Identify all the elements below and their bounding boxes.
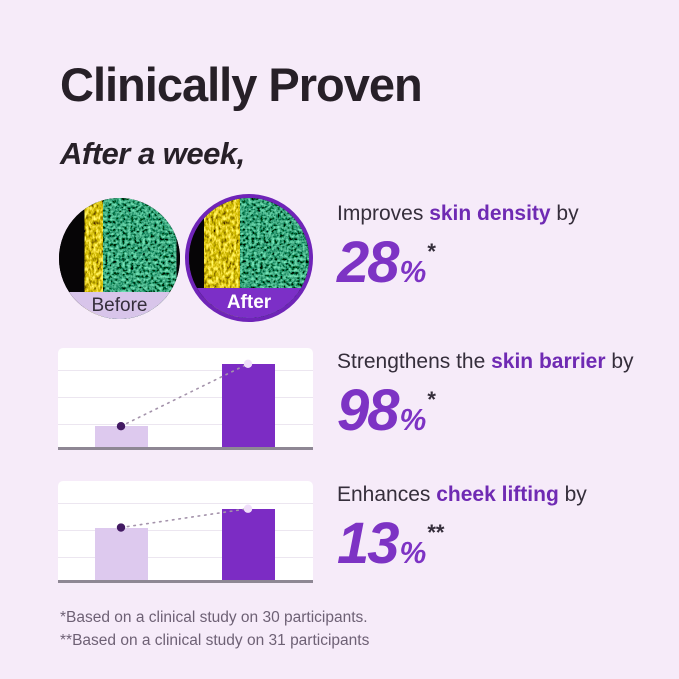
claim-value: 13 <box>337 511 399 576</box>
claim-suffix: by <box>558 483 587 506</box>
footnote-marker: * <box>427 238 436 264</box>
claim-cheek-lifting: Enhances cheek lifting by 13%** <box>337 482 667 587</box>
before-label-band: Before <box>59 292 180 319</box>
claim-number: 28%* <box>337 232 667 306</box>
claim-highlight: skin barrier <box>491 350 606 373</box>
chart-baseline <box>58 580 313 583</box>
bar-before <box>95 426 148 447</box>
trend-connector <box>116 359 253 431</box>
gridline <box>58 370 313 371</box>
after-label: After <box>226 292 272 313</box>
claim-text: Strengthens the skin barrier by <box>337 349 667 375</box>
claim-prefix: Improves <box>337 202 430 225</box>
percent-sign: % <box>399 537 427 570</box>
claim-suffix: by <box>550 202 579 225</box>
chart-baseline <box>58 447 313 450</box>
claim-number: 98%* <box>337 380 667 454</box>
footnotes: *Based on a clinical study on 30 partici… <box>60 606 369 652</box>
subtitle: After a week, <box>60 136 245 171</box>
claim-value: 28 <box>337 230 399 295</box>
footnote-2: **Based on a clinical study on 31 partic… <box>60 632 370 649</box>
claim-text: Enhances cheek lifting by <box>337 482 667 508</box>
claim-suffix: by <box>605 350 634 373</box>
claim-skin-density: Improves skin density by 28%* <box>337 201 667 306</box>
bar-chart-skin-barrier <box>58 348 313 450</box>
claim-skin-barrier: Strengthens the skin barrier by 98%* <box>337 349 667 454</box>
before-circle: Before <box>59 198 180 319</box>
claim-prefix: Enhances <box>337 483 437 506</box>
claim-value: 98 <box>337 378 399 443</box>
footnote-1: *Based on a clinical study on 30 partici… <box>60 609 368 626</box>
trend-line <box>120 363 249 428</box>
bar-after <box>222 363 275 447</box>
trend-dot-start <box>116 422 126 431</box>
claim-prefix: Strengthens the <box>337 350 492 373</box>
after-circle: After <box>185 194 313 322</box>
bar-after <box>222 508 275 580</box>
before-label: Before <box>91 294 148 316</box>
gridline <box>58 557 313 558</box>
percent-sign: % <box>399 256 427 289</box>
after-label-band: After <box>189 288 309 318</box>
bar-chart-cheek-lifting <box>58 481 313 583</box>
claim-highlight: cheek lifting <box>436 483 559 506</box>
gridline <box>58 503 313 504</box>
gridline <box>58 530 313 531</box>
trend-dot-start <box>116 523 126 532</box>
trend-dot-end <box>243 359 253 369</box>
claim-text: Improves skin density by <box>337 201 667 227</box>
percent-sign: % <box>399 404 427 437</box>
gridline <box>58 397 313 398</box>
trend-dot-end <box>243 504 253 513</box>
trend-line <box>120 507 249 529</box>
footnote-marker: * <box>427 386 436 412</box>
bar-before <box>95 527 148 580</box>
trend-connector <box>116 504 253 532</box>
claim-highlight: skin density <box>429 202 551 225</box>
claim-number: 13%** <box>337 513 667 587</box>
page-title: Clinically Proven <box>60 58 423 111</box>
gridline <box>58 424 313 425</box>
footnote-marker: ** <box>427 519 445 545</box>
